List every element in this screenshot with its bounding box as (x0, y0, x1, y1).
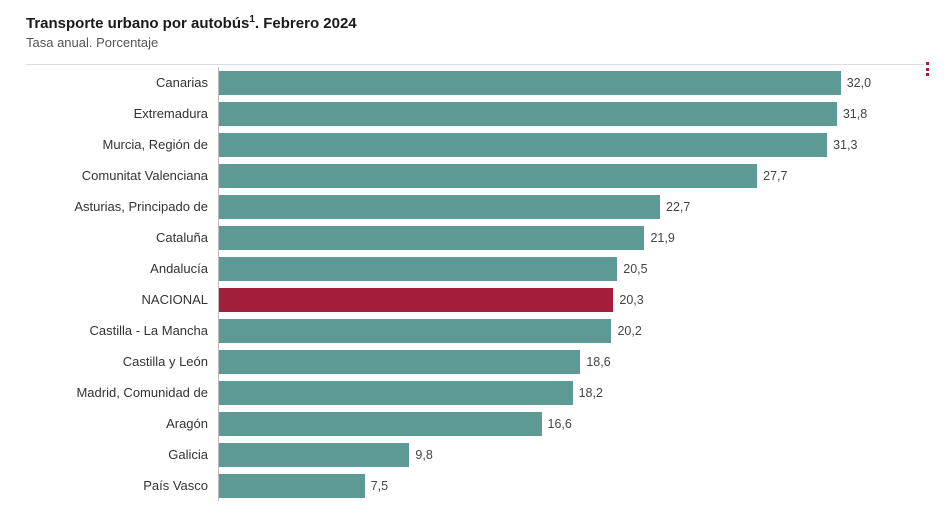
bar-track: 20,3 (218, 284, 924, 315)
category-label: Castilla - La Mancha (26, 323, 218, 338)
bar-track: 18,2 (218, 377, 924, 408)
bar-row: Castilla - La Mancha 20,2 (26, 315, 924, 346)
bar (219, 133, 827, 157)
value-label: 21,9 (650, 231, 674, 245)
chart-menu-icon[interactable] (922, 62, 932, 76)
bar-row: Murcia, Región de 31,3 (26, 129, 924, 160)
bar-row: Asturias, Principado de 22,7 (26, 191, 924, 222)
category-label: Comunitat Valenciana (26, 168, 218, 183)
chart-subtitle: Tasa anual. Porcentaje (26, 35, 924, 50)
bar-row: Castilla y León 18,6 (26, 346, 924, 377)
bar-track: 31,8 (218, 98, 924, 129)
category-label: Murcia, Región de (26, 137, 218, 152)
bar (219, 71, 841, 95)
chart-title: Transporte urbano por autobús1. Febrero … (26, 14, 924, 33)
category-label: Extremadura (26, 106, 218, 121)
value-label: 27,7 (763, 169, 787, 183)
category-label: Galicia (26, 447, 218, 462)
category-label: País Vasco (26, 478, 218, 493)
bar-track: 27,7 (218, 160, 924, 191)
value-label: 20,5 (623, 262, 647, 276)
bar (219, 257, 617, 281)
value-label: 31,3 (833, 138, 857, 152)
value-label: 9,8 (415, 448, 432, 462)
bar-track: 20,2 (218, 315, 924, 346)
bar-track: 20,5 (218, 253, 924, 284)
bar (219, 288, 613, 312)
bar-row: Comunitat Valenciana 27,7 (26, 160, 924, 191)
bar-row: Cataluña 21,9 (26, 222, 924, 253)
bar (219, 381, 573, 405)
value-label: 18,2 (579, 386, 603, 400)
bar (219, 443, 409, 467)
category-label: Asturias, Principado de (26, 199, 218, 214)
value-label: 31,8 (843, 107, 867, 121)
bar-track: 18,6 (218, 346, 924, 377)
bar-chart: Canarias 32,0 Extremadura 31,8 Murcia, Regió… (26, 64, 924, 501)
bar-track: 21,9 (218, 222, 924, 253)
bar-row: País Vasco 7,5 (26, 470, 924, 501)
bar-row: Aragón 16,6 (26, 408, 924, 439)
bar-row: Andalucía 20,5 (26, 253, 924, 284)
value-label: 22,7 (666, 200, 690, 214)
category-label: Canarias (26, 75, 218, 90)
bar-row: Extremadura 31,8 (26, 98, 924, 129)
bar-track: 32,0 (218, 67, 924, 98)
title-pre: Transporte urbano por autobús (26, 15, 249, 32)
category-label: Aragón (26, 416, 218, 431)
bar (219, 195, 660, 219)
bar (219, 350, 580, 374)
category-label: NACIONAL (26, 292, 218, 307)
bar (219, 319, 611, 343)
value-label: 18,6 (586, 355, 610, 369)
category-label: Cataluña (26, 230, 218, 245)
category-label: Madrid, Comunidad de (26, 385, 218, 400)
bar-row: Madrid, Comunidad de 18,2 (26, 377, 924, 408)
bar (219, 474, 365, 498)
bar-track: 31,3 (218, 129, 924, 160)
category-label: Andalucía (26, 261, 218, 276)
value-label: 20,3 (619, 293, 643, 307)
bar (219, 164, 757, 188)
value-label: 16,6 (548, 417, 572, 431)
bar-track: 9,8 (218, 439, 924, 470)
title-post: . Febrero 2024 (255, 15, 357, 32)
value-label: 20,2 (617, 324, 641, 338)
bar (219, 102, 837, 126)
bar-track: 7,5 (218, 470, 924, 501)
bar-track: 22,7 (218, 191, 924, 222)
category-label: Castilla y León (26, 354, 218, 369)
bar-track: 16,6 (218, 408, 924, 439)
bar (219, 412, 542, 436)
value-label: 7,5 (371, 479, 388, 493)
bar-row: NACIONAL 20,3 (26, 284, 924, 315)
value-label: 32,0 (847, 76, 871, 90)
bar-row: Galicia 9,8 (26, 439, 924, 470)
bar (219, 226, 644, 250)
bar-row: Canarias 32,0 (26, 67, 924, 98)
